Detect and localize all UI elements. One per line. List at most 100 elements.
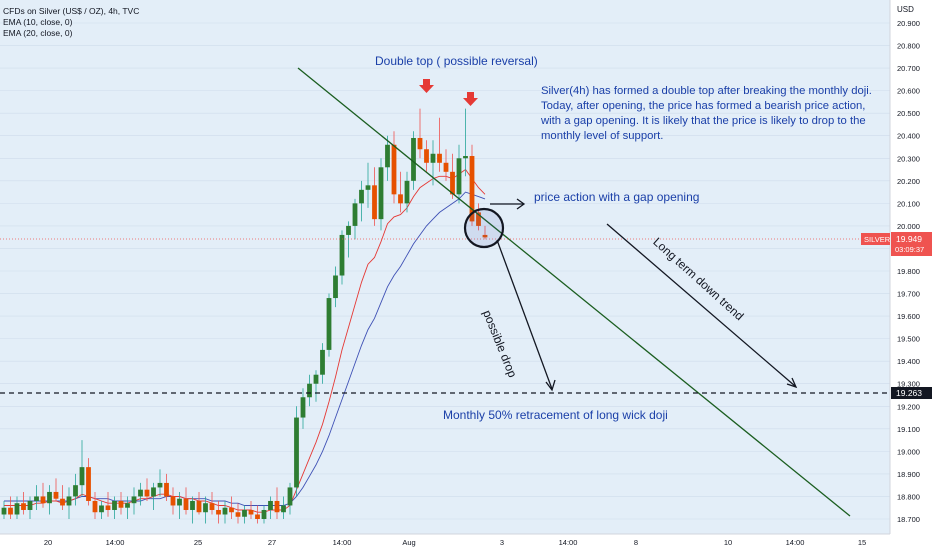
gap-arrow-head-icon xyxy=(516,198,526,210)
candle-body xyxy=(66,496,72,506)
candle xyxy=(235,503,241,524)
candle xyxy=(287,482,293,515)
candle xyxy=(248,500,254,519)
price-tick-label: 20.300 xyxy=(897,154,920,163)
chart-background xyxy=(0,0,890,534)
candle-body xyxy=(424,149,429,163)
candle-body xyxy=(339,234,345,276)
candle-body xyxy=(21,503,26,510)
ema20-legend[interactable]: EMA (20, close, 0) xyxy=(3,28,73,38)
candle-body xyxy=(456,158,462,195)
candle xyxy=(164,473,169,501)
candle xyxy=(437,117,442,172)
candle xyxy=(47,485,52,515)
candle-body xyxy=(1,507,7,515)
time-tick-label: 10 xyxy=(724,538,732,547)
candle-body xyxy=(229,507,234,513)
trend-arrow-head-icon xyxy=(786,377,798,389)
candles xyxy=(1,108,488,524)
candle-body xyxy=(79,467,85,486)
description-annotation[interactable]: Silver(4h) has formed a double top after… xyxy=(541,85,872,142)
candle-body xyxy=(40,496,46,504)
candle-body xyxy=(372,185,377,220)
price-tick-label: 19.500 xyxy=(897,335,920,344)
candle-body xyxy=(294,417,299,488)
candle xyxy=(307,374,312,407)
candle-body xyxy=(235,512,241,517)
candle xyxy=(92,491,98,519)
candle-body xyxy=(73,485,78,497)
candle xyxy=(60,485,65,510)
double-top-annotation[interactable]: Double top ( possible reversal) xyxy=(375,54,538,68)
candle xyxy=(450,153,455,199)
candle xyxy=(463,108,468,177)
price-tick-label: 19.700 xyxy=(897,290,920,299)
trend-arrow[interactable] xyxy=(606,223,796,387)
candle xyxy=(203,496,208,524)
candle-body xyxy=(391,144,397,195)
price-tick-label: 20.400 xyxy=(897,132,920,141)
symbol-label: SILVER xyxy=(864,235,891,244)
descending-trendline[interactable] xyxy=(297,67,851,517)
candle xyxy=(196,491,202,515)
candle-body xyxy=(320,349,325,375)
candle xyxy=(79,440,85,497)
candle-body xyxy=(463,156,468,159)
candle xyxy=(398,171,403,213)
candle xyxy=(105,491,111,517)
candle-body xyxy=(144,489,150,497)
candle-body xyxy=(8,507,13,515)
chart-title[interactable]: CFDs on Silver (US$ / OZ), 4h, TVC xyxy=(3,6,140,16)
candle xyxy=(99,500,104,519)
candle xyxy=(118,491,124,515)
drop-arrow[interactable] xyxy=(496,239,553,390)
candle-body xyxy=(131,496,137,504)
candle-body xyxy=(313,374,319,384)
candle-body xyxy=(183,498,189,510)
candle-body xyxy=(287,487,293,506)
candle-body xyxy=(157,482,163,488)
candle-body xyxy=(404,180,410,204)
candle-body xyxy=(222,507,228,515)
candle xyxy=(222,500,228,524)
gap-annotation[interactable]: price action with a gap opening xyxy=(534,190,700,204)
candle-body xyxy=(14,503,20,515)
candle xyxy=(190,496,195,524)
ema10-legend[interactable]: EMA (10, close, 0) xyxy=(3,17,73,27)
candle-body xyxy=(34,496,39,501)
candle-body xyxy=(248,509,254,515)
candle-body xyxy=(151,487,156,497)
candle xyxy=(411,131,416,190)
candle-body xyxy=(476,212,481,226)
top-marker-1-icon xyxy=(419,79,434,93)
gap-circle[interactable] xyxy=(463,207,505,249)
candle-body xyxy=(274,500,280,513)
candle-body xyxy=(482,234,488,238)
candle xyxy=(34,485,39,510)
time-tick-label: 15 xyxy=(858,538,866,547)
axis-ticks: 18.700 18.800 18.900 19.000 19.100 19.200 19.3… xyxy=(44,19,920,547)
price-tick-label: 19.800 xyxy=(897,267,920,276)
price-tick-label: 18.700 xyxy=(897,515,920,524)
candle-body xyxy=(216,509,221,515)
candle xyxy=(417,108,423,159)
time-tick-label: Aug xyxy=(402,538,415,547)
candle-body xyxy=(268,500,273,510)
candle-body xyxy=(177,498,182,506)
candle xyxy=(151,482,156,510)
drawings xyxy=(0,67,890,517)
price-tick-label: 20.100 xyxy=(897,199,920,208)
support-annotation[interactable]: Monthly 50% retracement of long wick doj… xyxy=(443,408,668,422)
candle-body xyxy=(60,498,65,506)
candle xyxy=(365,162,371,208)
candle-body xyxy=(190,500,195,510)
candle-body xyxy=(99,505,104,513)
candle xyxy=(274,487,280,519)
chart-legend: CFDs on Silver (US$ / OZ), 4h, TVC EMA (… xyxy=(3,6,139,39)
candle xyxy=(424,140,429,172)
candle xyxy=(333,266,338,308)
candle-body xyxy=(203,503,208,513)
candle-body xyxy=(170,496,176,506)
